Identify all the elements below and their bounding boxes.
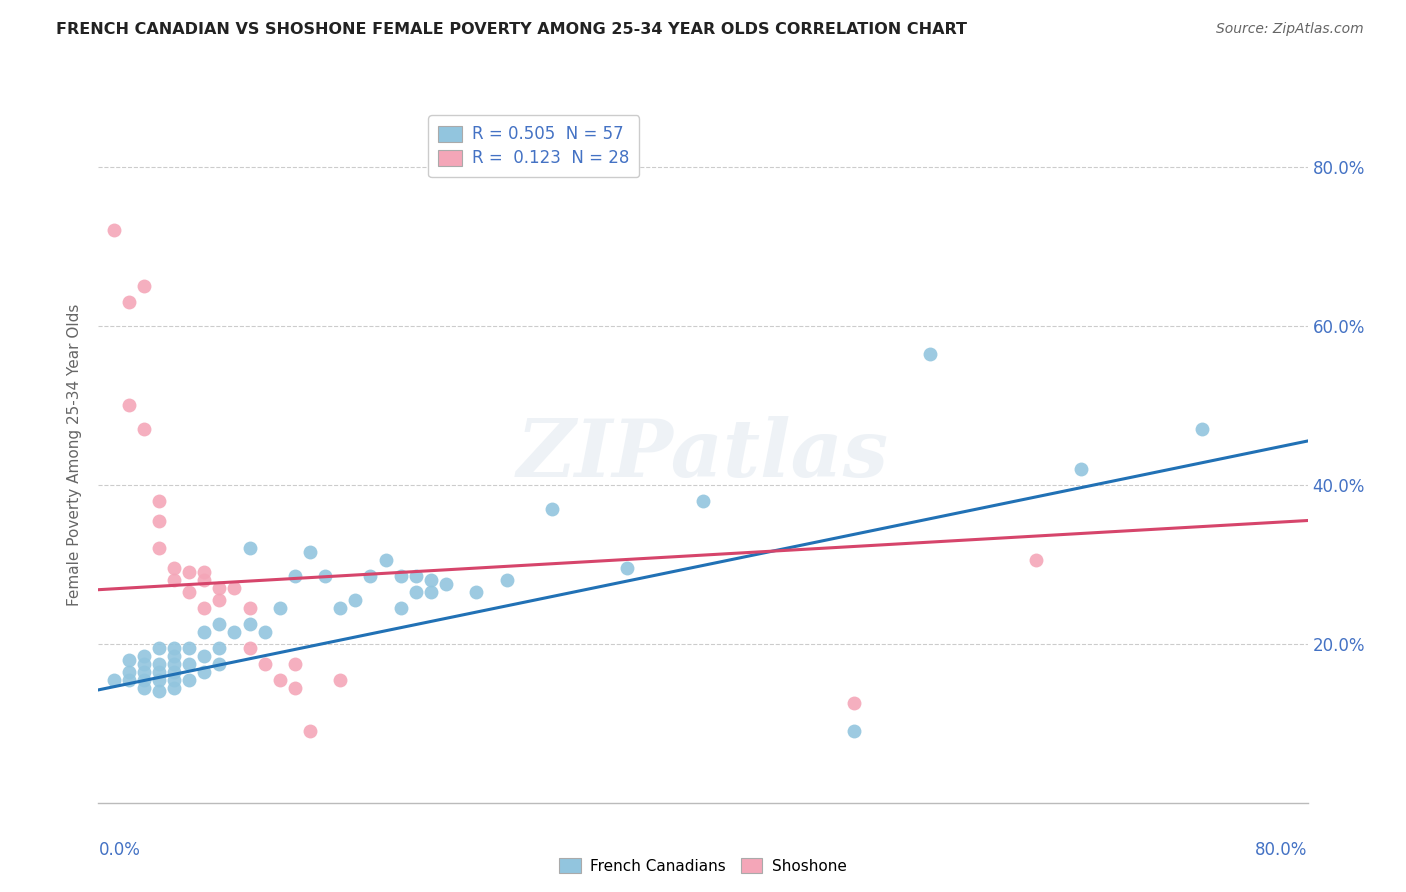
Point	[208, 581, 231, 595]
Point	[239, 640, 262, 655]
Point	[389, 569, 412, 583]
Point	[132, 657, 155, 671]
Point	[193, 565, 215, 579]
Point	[465, 585, 488, 599]
Point	[179, 640, 201, 655]
Y-axis label: Female Poverty Among 25-34 Year Olds: Female Poverty Among 25-34 Year Olds	[67, 304, 83, 606]
Point	[148, 684, 170, 698]
Point	[179, 585, 201, 599]
Point	[360, 569, 382, 583]
Point	[179, 565, 201, 579]
Point	[193, 573, 215, 587]
Text: ZIPatlas: ZIPatlas	[517, 417, 889, 493]
Point	[284, 657, 307, 671]
Point	[208, 657, 231, 671]
Point	[495, 573, 517, 587]
Point	[163, 681, 186, 695]
Point	[269, 673, 291, 687]
Point	[132, 673, 155, 687]
Point	[163, 657, 186, 671]
Point	[420, 585, 443, 599]
Point	[299, 545, 322, 559]
Text: Source: ZipAtlas.com: Source: ZipAtlas.com	[1216, 22, 1364, 37]
Point	[148, 493, 170, 508]
Point	[224, 624, 246, 639]
Point	[844, 697, 866, 711]
Text: 80.0%: 80.0%	[1256, 841, 1308, 859]
Point	[692, 493, 714, 508]
Point	[148, 657, 170, 671]
Point	[284, 681, 307, 695]
Point	[224, 581, 246, 595]
Point	[284, 569, 307, 583]
Point	[118, 653, 141, 667]
Point	[103, 223, 125, 237]
Point	[1024, 553, 1046, 567]
Point	[118, 665, 141, 679]
Point	[405, 569, 427, 583]
Point	[374, 553, 396, 567]
Point	[193, 648, 215, 663]
Point	[193, 601, 215, 615]
Point	[253, 657, 276, 671]
Point	[434, 577, 457, 591]
Point	[103, 673, 125, 687]
Point	[132, 648, 155, 663]
Point	[208, 616, 231, 631]
Point	[269, 601, 291, 615]
Point	[208, 640, 231, 655]
Legend: R = 0.505  N = 57, R =  0.123  N = 28: R = 0.505 N = 57, R = 0.123 N = 28	[429, 115, 640, 178]
Point	[163, 640, 186, 655]
Point	[118, 673, 141, 687]
Point	[163, 573, 186, 587]
Point	[179, 673, 201, 687]
Point	[163, 648, 186, 663]
Point	[163, 673, 186, 687]
Point	[132, 681, 155, 695]
Point	[148, 541, 170, 556]
Text: FRENCH CANADIAN VS SHOSHONE FEMALE POVERTY AMONG 25-34 YEAR OLDS CORRELATION CHA: FRENCH CANADIAN VS SHOSHONE FEMALE POVER…	[56, 22, 967, 37]
Point	[118, 398, 141, 412]
Point	[314, 569, 336, 583]
Point	[118, 294, 141, 309]
Point	[239, 541, 262, 556]
Point	[132, 422, 155, 436]
Point	[405, 585, 427, 599]
Point	[239, 616, 262, 631]
Point	[148, 514, 170, 528]
Point	[132, 665, 155, 679]
Point	[329, 601, 352, 615]
Point	[179, 657, 201, 671]
Point	[616, 561, 638, 575]
Point	[148, 640, 170, 655]
Point	[163, 665, 186, 679]
Point	[193, 665, 215, 679]
Point	[420, 573, 443, 587]
Point	[239, 601, 262, 615]
Point	[344, 593, 367, 607]
Point	[253, 624, 276, 639]
Point	[193, 624, 215, 639]
Point	[918, 346, 941, 360]
Legend: French Canadians, Shoshone: French Canadians, Shoshone	[554, 852, 852, 880]
Point	[299, 724, 322, 739]
Point	[148, 673, 170, 687]
Point	[844, 724, 866, 739]
Point	[389, 601, 412, 615]
Point	[1070, 462, 1092, 476]
Point	[540, 501, 562, 516]
Point	[148, 665, 170, 679]
Point	[163, 561, 186, 575]
Point	[329, 673, 352, 687]
Text: 0.0%: 0.0%	[98, 841, 141, 859]
Point	[208, 593, 231, 607]
Point	[132, 279, 155, 293]
Point	[1191, 422, 1213, 436]
